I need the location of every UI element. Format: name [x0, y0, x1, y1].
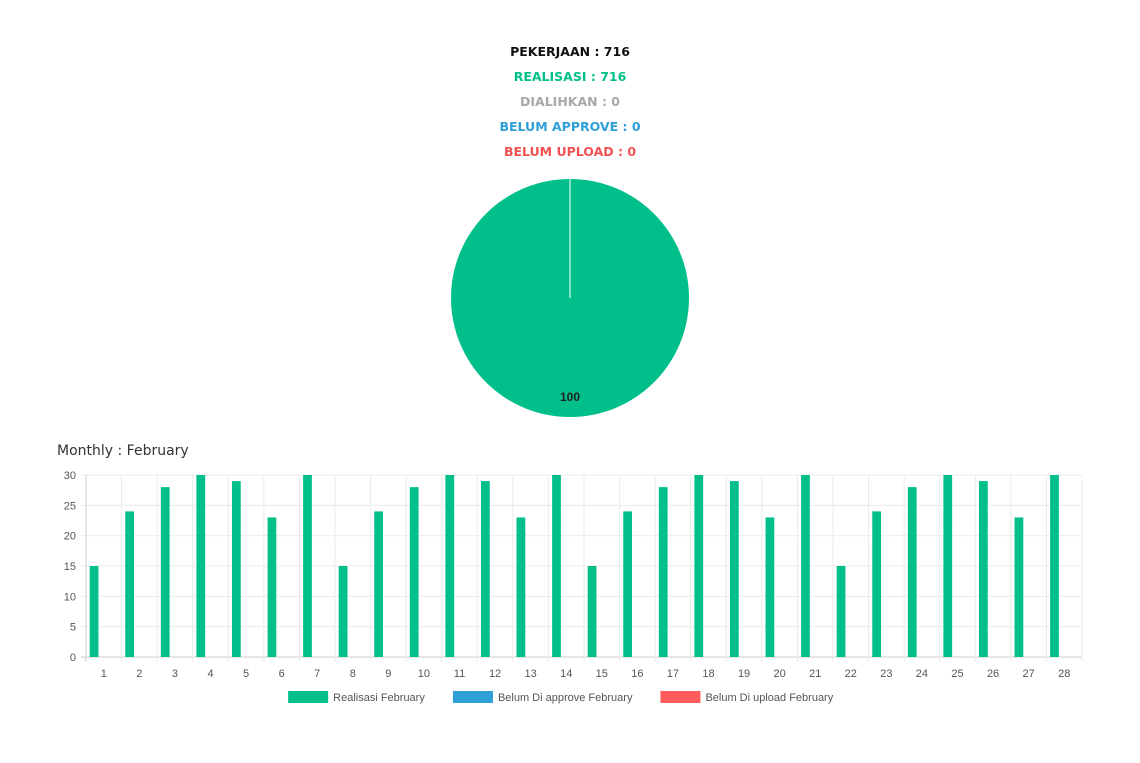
belum-approve-count: BELUM APPROVE : 0 — [499, 119, 641, 134]
bar[interactable] — [658, 487, 668, 657]
pekerjaan-count: PEKERJAAN : 716 — [510, 44, 630, 59]
legend-item[interactable]: Realisasi February — [288, 691, 425, 704]
x-tick-label: 19 — [738, 668, 750, 680]
x-tick-label: 3 — [172, 668, 178, 680]
legend-label: Realisasi February — [333, 692, 425, 704]
x-tick-label: 12 — [489, 668, 501, 680]
bar[interactable] — [338, 566, 348, 657]
y-tick-label: 25 — [64, 500, 76, 512]
bar[interactable] — [516, 517, 526, 657]
bar[interactable] — [89, 566, 99, 657]
bar[interactable] — [231, 481, 241, 657]
bar[interactable] — [978, 481, 988, 657]
bar[interactable] — [160, 487, 170, 657]
bar[interactable] — [409, 487, 419, 657]
legend-swatch — [452, 691, 493, 703]
x-tick-label: 25 — [951, 668, 963, 680]
x-tick-label: 23 — [880, 668, 892, 680]
x-tick-label: 18 — [702, 668, 714, 680]
y-tick-label: 5 — [70, 622, 76, 634]
bar[interactable] — [623, 511, 633, 657]
x-tick-label: 21 — [809, 668, 821, 680]
legend-swatch — [288, 691, 329, 703]
bar[interactable] — [801, 475, 810, 657]
bar[interactable] — [267, 517, 277, 657]
pie-slice-label: 100 — [560, 390, 580, 404]
bar[interactable] — [1050, 475, 1059, 657]
x-tick-label: 10 — [418, 668, 430, 680]
summary-stats: PEKERJAAN : 716 REALISASI : 716 DIALIHKA… — [0, 44, 1140, 169]
legend: Realisasi February Belum Di approve Febru… — [288, 691, 834, 704]
y-tick-label: 10 — [64, 591, 76, 603]
pie-chart-svg: 100 — [451, 179, 689, 417]
x-tick-label: 24 — [916, 668, 928, 680]
x-tick-label: 17 — [667, 668, 679, 680]
x-tick-label: 11 — [454, 668, 465, 680]
dialihkan-count: DIALIHKAN : 0 — [520, 94, 620, 109]
x-tick-label: 16 — [631, 668, 643, 680]
x-tick-label: 6 — [279, 668, 285, 680]
y-tick-label: 0 — [70, 652, 76, 664]
y-tick-label: 30 — [64, 470, 76, 482]
bar[interactable] — [445, 475, 455, 657]
bar[interactable] — [303, 475, 312, 657]
x-tick-label: 13 — [525, 668, 537, 680]
bar[interactable] — [943, 475, 953, 657]
x-tick-label: 1 — [101, 668, 107, 680]
x-tick-label: 22 — [845, 668, 857, 680]
realisasi-count: REALISASI : 716 — [513, 69, 627, 84]
x-tick-label: 8 — [350, 668, 356, 680]
legend-label: Belum Di approve February — [498, 692, 633, 704]
x-tick-label: 20 — [774, 668, 786, 680]
bar[interactable] — [836, 566, 846, 657]
bar[interactable] — [872, 511, 882, 657]
belum-upload-count: BELUM UPLOAD : 0 — [503, 144, 637, 159]
y-tick-label: 20 — [64, 531, 76, 543]
x-tick-label: 9 — [385, 668, 391, 680]
x-tick-label: 14 — [560, 668, 572, 680]
bar[interactable] — [694, 475, 704, 657]
x-tick-label: 26 — [987, 668, 999, 680]
bar[interactable] — [480, 481, 490, 657]
monthly-title: Monthly : February — [57, 443, 189, 459]
legend-label: Belum Di upload February — [705, 692, 833, 704]
bar[interactable] — [552, 475, 561, 657]
bar[interactable] — [1014, 517, 1024, 657]
x-tick-label: 28 — [1058, 668, 1070, 680]
x-tick-label: 7 — [314, 668, 320, 680]
legend-item[interactable]: Belum Di upload February — [660, 691, 834, 704]
bar[interactable] — [196, 475, 206, 657]
bars — [89, 475, 1059, 657]
legend-item[interactable]: Belum Di approve February — [452, 691, 633, 704]
bar[interactable] — [729, 481, 739, 657]
x-tick-label: 2 — [136, 668, 142, 680]
grid-lines — [81, 474, 1083, 662]
legend-swatch — [660, 691, 701, 703]
bar[interactable] — [587, 566, 597, 657]
x-tick-label: 5 — [243, 668, 249, 680]
pie-chart: 100 — [448, 176, 692, 420]
bar[interactable] — [765, 517, 775, 657]
bar[interactable] — [907, 487, 917, 657]
bar[interactable] — [125, 511, 135, 657]
y-tick-label: 15 — [64, 561, 76, 573]
x-tick-label: 27 — [1023, 668, 1035, 680]
x-tick-label: 15 — [596, 668, 608, 680]
bar[interactable] — [374, 511, 384, 657]
x-tick-label: 4 — [207, 668, 213, 680]
